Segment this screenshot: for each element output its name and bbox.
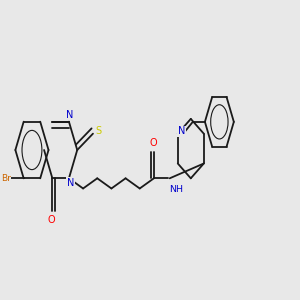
Text: S: S [95, 126, 101, 136]
Text: N: N [66, 110, 74, 120]
Text: NH: NH [169, 184, 183, 194]
Text: Br: Br [1, 174, 10, 183]
Text: N: N [178, 126, 185, 136]
Text: N: N [67, 178, 74, 188]
Text: O: O [149, 138, 157, 148]
Text: O: O [47, 215, 55, 225]
